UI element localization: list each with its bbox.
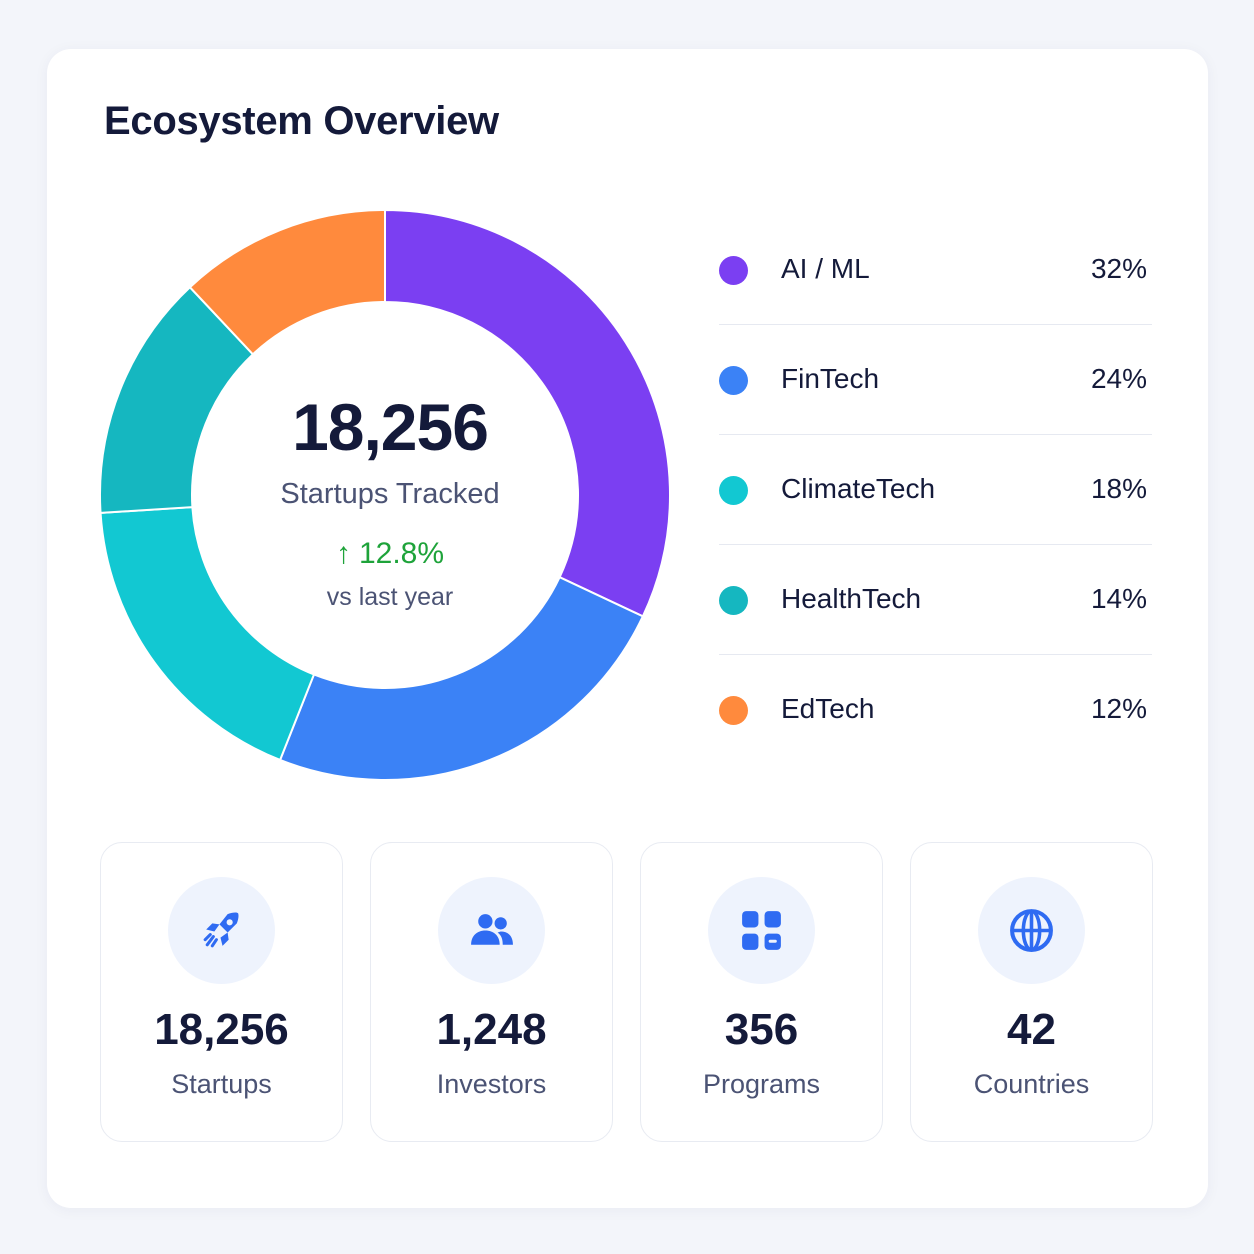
total-startups-label: Startups Tracked [280,478,500,510]
users-icon [438,877,545,984]
legend-value: 12% [1090,693,1147,724]
growth-caption: vs last year [326,583,454,611]
stat-value: 356 [724,1005,799,1054]
donut-slice-ai-ml[interactable] [384,208,671,618]
stat-card-countries[interactable]: 42 Countries [910,842,1153,1142]
legend-value: 18% [1090,473,1147,504]
legend-dot [719,256,748,285]
stat-card-programs[interactable]: 356 Programs [640,842,883,1142]
legend-item-fintech[interactable]: FinTech 24% [719,325,1152,435]
legend-label: HealthTech [781,583,922,614]
legend-item-edtech[interactable]: EdTech 12% [719,655,1152,765]
growth-value: 12.8% [358,537,445,570]
stat-value: 18,256 [154,1005,289,1054]
globe-icon [978,877,1085,984]
donut-slice-edtech[interactable] [188,208,386,356]
legend-label: EdTech [781,693,875,724]
legend-dot [719,696,748,725]
stat-value: 42 [1007,1005,1056,1054]
donut-center: 18,256 Startups Tracked ↑ 12.8% vs last y… [190,394,590,612]
legend-dot [719,476,748,505]
stat-value: 1,248 [436,1005,547,1054]
total-startups-value: 18,256 [292,390,489,464]
growth-indicator: ↑ 12.8% [190,537,590,571]
legend-label: AI / ML [781,253,870,284]
legend-item-ai-ml[interactable]: AI / ML 32% [719,215,1152,325]
stat-label: Investors [436,1069,547,1099]
donut-chart [99,208,671,781]
legend-value: 24% [1090,363,1147,394]
legend-item-healthtech[interactable]: HealthTech 14% [719,545,1152,655]
arrow-up-icon: ↑ [335,537,351,570]
legend-dot [719,366,748,395]
stat-label: Programs [702,1069,821,1099]
stat-label: Countries [973,1069,1090,1099]
rocket-icon [168,877,275,984]
legend-value: 32% [1090,253,1147,284]
chart-legend: AI / ML 32% FinTech 24% ClimateTech 18% … [719,215,1152,765]
legend-value: 14% [1090,583,1147,614]
legend-dot [719,586,748,615]
stats-row: 18,256 Startups 1,248 Investors [100,842,1155,1144]
legend-item-climatetech[interactable]: ClimateTech 18% [719,435,1152,545]
grid-icon [708,877,815,984]
card-title: Ecosystem Overview [104,99,499,143]
legend-label: FinTech [781,363,880,394]
stat-card-investors[interactable]: 1,248 Investors [370,842,613,1142]
stat-card-startups[interactable]: 18,256 Startups [100,842,343,1142]
donut-slice-fintech[interactable] [278,575,645,781]
stat-label: Startups [171,1069,272,1099]
overview-card: Ecosystem Overview 18,256 Startups Track… [47,49,1208,1208]
legend-label: ClimateTech [781,473,936,504]
